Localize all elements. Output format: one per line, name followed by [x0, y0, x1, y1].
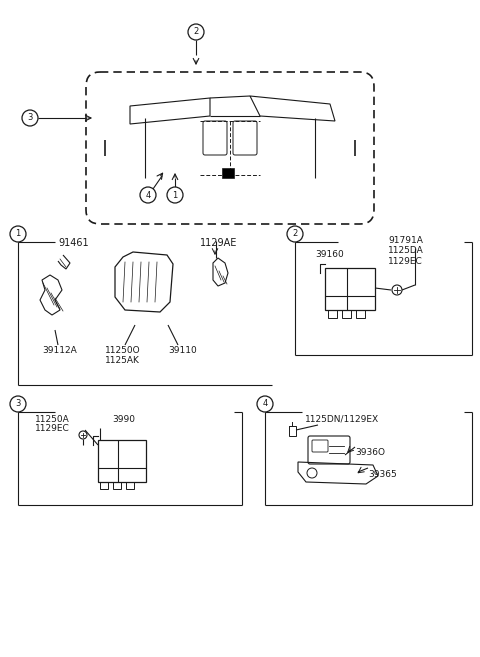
Text: 39365: 39365	[368, 470, 397, 479]
Circle shape	[10, 396, 26, 412]
Bar	[98, 440, 146, 482]
Circle shape	[140, 187, 156, 203]
Bar	[356, 310, 365, 318]
Circle shape	[10, 226, 26, 242]
Circle shape	[392, 285, 402, 295]
Circle shape	[22, 110, 38, 126]
Text: 2: 2	[292, 229, 298, 238]
Bar	[126, 482, 134, 489]
Text: 3936O: 3936O	[355, 448, 385, 457]
Bar	[328, 310, 337, 318]
Text: 1129EC: 1129EC	[35, 424, 70, 433]
Text: 91791A
1125DA
1129EC: 91791A 1125DA 1129EC	[388, 236, 424, 266]
Circle shape	[167, 187, 183, 203]
Bar	[342, 310, 351, 318]
Bar	[113, 482, 121, 489]
Text: 3: 3	[15, 399, 21, 409]
Text: 1: 1	[172, 191, 178, 200]
Circle shape	[188, 24, 204, 40]
Text: 1125DN/1129EX: 1125DN/1129EX	[305, 415, 379, 424]
Text: 91461: 91461	[58, 238, 89, 248]
Text: 11250O
1125AK: 11250O 1125AK	[105, 346, 141, 365]
Text: 1129AE: 1129AE	[200, 238, 238, 248]
Circle shape	[287, 226, 303, 242]
Text: 3: 3	[27, 114, 33, 122]
Bar	[222, 168, 234, 178]
Bar	[100, 482, 108, 489]
Text: 3990: 3990	[112, 415, 135, 424]
Text: 1: 1	[15, 229, 21, 238]
Circle shape	[257, 396, 273, 412]
Circle shape	[79, 431, 87, 439]
Text: 4: 4	[263, 399, 268, 409]
Bar	[325, 268, 375, 310]
Bar	[289, 426, 296, 436]
Text: 39112A: 39112A	[42, 346, 77, 355]
Text: 39160: 39160	[315, 250, 344, 259]
Text: 2: 2	[193, 28, 199, 37]
Text: 4: 4	[145, 191, 151, 200]
Text: 11250A: 11250A	[35, 415, 70, 424]
Text: 39110: 39110	[168, 346, 197, 355]
